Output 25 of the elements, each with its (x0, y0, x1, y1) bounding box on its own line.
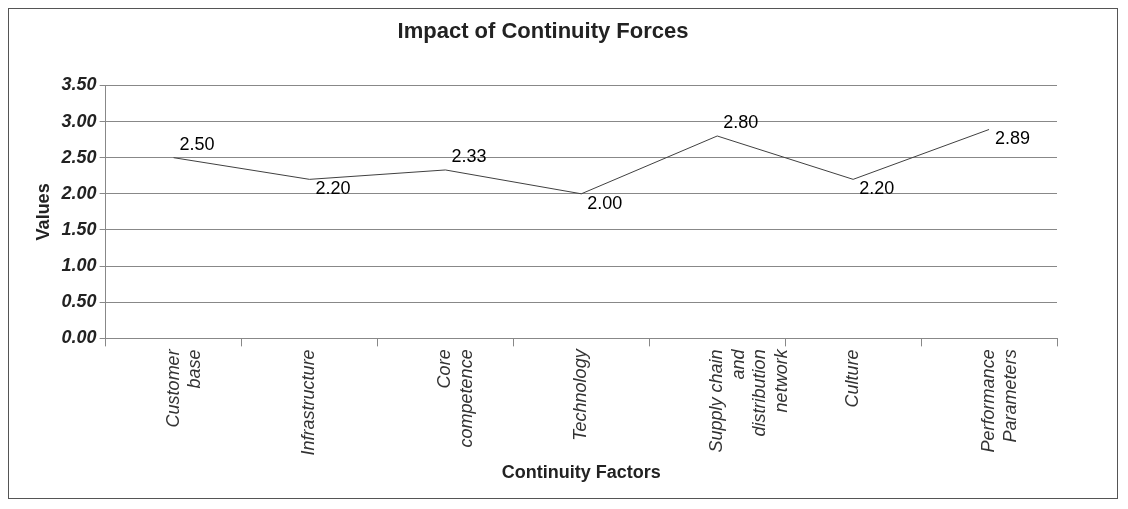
data-label: 2.33 (451, 145, 487, 166)
data-label: 2.89 (995, 128, 1031, 149)
y-tick-label: 0.50 (61, 291, 97, 312)
chart-title: Impact of Continuity Forces (397, 18, 689, 44)
x-tick-label: Infrastructure (298, 349, 319, 456)
x-tick-label: Technology (570, 348, 591, 441)
y-tick-label: 3.50 (61, 74, 97, 95)
y-tick-label: 0.00 (61, 327, 97, 348)
y-tick-label: 3.00 (61, 110, 97, 131)
x-tick-label: Culture (842, 349, 863, 408)
y-tick-label: 1.00 (61, 255, 97, 276)
data-label: 2.20 (315, 178, 351, 199)
x-tick-label: Core competence (434, 349, 477, 448)
x-tick-label: Performance Parameters (978, 349, 1020, 453)
x-tick-label: Supply chain and distribution network (706, 348, 792, 453)
y-axis-title: Values (32, 183, 53, 241)
y-tick-label: 2.50 (60, 146, 97, 167)
x-axis-title: Continuity Factors (501, 462, 661, 483)
data-label: 2.50 (179, 133, 215, 154)
data-label: 2.00 (587, 192, 623, 213)
x-tick-label: Customer base (162, 348, 205, 428)
data-label: 2.80 (723, 111, 759, 132)
y-tick-label: 1.50 (61, 218, 97, 239)
y-tick-label: 2.00 (60, 182, 97, 203)
data-label: 2.20 (859, 178, 895, 199)
